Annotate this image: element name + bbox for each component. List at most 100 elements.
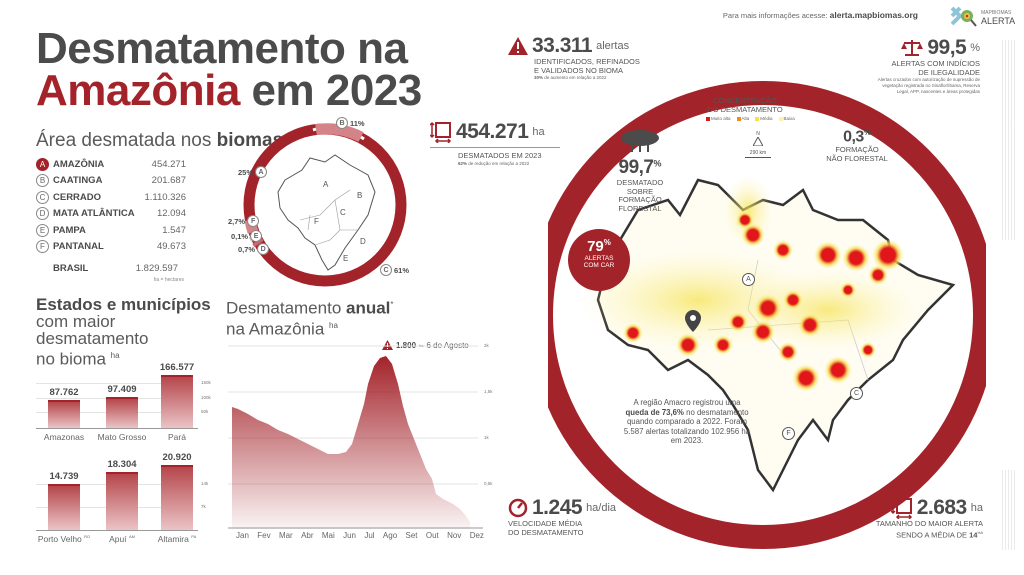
unit: ha xyxy=(110,351,120,360)
speed-stat: 1.245 ha/dia VELOCIDADE MÉDIA DO DESMATA… xyxy=(508,496,616,537)
biome-value: 1.547 xyxy=(162,224,186,236)
bar-amazonas: 87.762 xyxy=(48,360,80,428)
map-legend: Muito alta Alta Média Baixa xyxy=(706,116,795,121)
amacro-note: A região Amacro registrou uma queda de 7… xyxy=(622,398,752,446)
alerts-note-bold: 30% xyxy=(534,75,544,80)
y-tick: 0,5k xyxy=(484,481,493,486)
map-label-c: C xyxy=(850,387,863,400)
states-heading-line: no bioma xyxy=(36,349,106,369)
largest-alert-stat: 2.683 ha TAMANHO DO MAIOR ALERTA SENDO A… xyxy=(858,496,983,540)
pct: 11% xyxy=(350,118,365,128)
forest-caption: DESMATADO xyxy=(616,178,664,187)
letter-badge: A xyxy=(36,157,49,171)
car-unit: % xyxy=(603,238,611,247)
tree-icon xyxy=(621,130,659,152)
letter-badge: C xyxy=(380,264,392,276)
bar-para: 166.577 xyxy=(160,360,194,428)
letter-badge: D xyxy=(36,207,49,221)
nonforest-caption: FORMAÇÃO xyxy=(835,145,879,155)
month-label: Mai xyxy=(321,531,335,540)
month-label: Jan xyxy=(236,531,249,540)
largest-avg-unit: ha xyxy=(977,529,983,535)
biome-value: 201.687 xyxy=(151,175,186,187)
bar-label: Porto Velho RO xyxy=(24,534,104,544)
states-heading-line: desmatamento xyxy=(36,329,149,348)
legend-label: Média xyxy=(760,116,773,121)
illegal-caption: ALERTAS COM INDÍCIOS xyxy=(891,59,981,68)
illegal-value: 99,5 xyxy=(927,36,967,59)
bar xyxy=(106,472,138,530)
bar-value: 14.739 xyxy=(49,471,79,482)
svg-text:D: D xyxy=(360,237,366,246)
legend-item: Alta xyxy=(736,116,749,121)
map-title-line: CONCENTRAÇÃO xyxy=(713,96,777,105)
warning-icon xyxy=(382,340,393,350)
bar-porto-velho: 14.739 xyxy=(48,470,80,530)
brasil-total-row: BRASIL 1.829.597 xyxy=(36,260,186,277)
letter-badge: B xyxy=(36,174,49,188)
svg-text:B: B xyxy=(357,191,362,200)
bar-value: 20.920 xyxy=(162,452,192,463)
scale-label: 290 km xyxy=(749,150,767,156)
alerts-stat: 33.311 alertas IDENTIFICADOS, REFINADOS … xyxy=(508,34,640,80)
month-label: Jul xyxy=(364,531,375,540)
state-abbr: RO xyxy=(84,534,91,540)
total-value: 1.829.597 xyxy=(135,262,178,274)
nonforest-stat: 0,3% FORMAÇÃO NÃO FLORESTAL xyxy=(822,128,892,163)
biome-value: 454.271 xyxy=(151,158,186,170)
biome-row: E PAMPA 1.547 xyxy=(36,222,186,239)
mapbiomas-logo-icon xyxy=(950,6,977,27)
peak-annotation: 1.800 ha 6 de Agosto xyxy=(382,340,469,350)
map-panel xyxy=(529,60,997,560)
annual-heading-light: Desmatamento xyxy=(226,298,346,318)
biome-name: PANTANAL xyxy=(53,241,104,253)
biome-name: AMAZÔNIA xyxy=(53,158,105,170)
alerts-value: 33.311 xyxy=(532,34,593,57)
page-title: Desmatamento na Amazônia em 2023 xyxy=(36,24,422,113)
bar-label: Pará xyxy=(168,432,186,442)
bar-mato-grosso: 97.409 xyxy=(106,360,138,428)
north-label: N xyxy=(756,131,760,137)
biome-name: CAATINGA xyxy=(53,175,103,187)
annual-heading-line2: na Amazônia xyxy=(226,319,325,339)
bar-value: 166.577 xyxy=(159,362,195,373)
states-heading-bold: Estados e municípios xyxy=(36,295,211,314)
pct: 25% xyxy=(238,167,254,177)
more-info: Para mais informações acesse: alerta.map… xyxy=(723,10,918,20)
illegal-caption: DE ILEGALIDADE xyxy=(918,67,980,77)
title-line-1: Desmatamento na xyxy=(36,24,408,73)
letter-badge: A xyxy=(255,166,268,178)
amacro-highlight: queda de 73,6% xyxy=(625,407,684,417)
states-heading-line: com maior xyxy=(36,312,116,331)
info-link[interactable]: alerta.mapbiomas.org xyxy=(829,10,918,20)
annual-area-chart: 2k 1,5k 1k 0,5k xyxy=(228,343,493,529)
peak-date: 6 de Agosto xyxy=(426,340,469,350)
bar-apui: 18.304 xyxy=(106,459,138,530)
divider xyxy=(430,147,560,148)
biome-name: PAMPA xyxy=(53,224,86,236)
x-axis xyxy=(36,428,198,429)
alerts-unit: alertas xyxy=(596,40,630,52)
letter-badge: D xyxy=(257,243,270,255)
pct: 2,7% xyxy=(228,216,246,226)
biome-value: 1.110.326 xyxy=(144,191,186,203)
bar xyxy=(48,484,80,530)
illegal-note: Alertas cruzados com autorização de supr… xyxy=(877,77,980,94)
biome-row: C CERRADO 1.110.326 xyxy=(36,189,186,206)
letter-badge: F xyxy=(247,215,260,227)
biome-row: D MATA ATLÂNTICA 12.094 xyxy=(36,206,186,223)
month-label: Nov xyxy=(447,531,462,540)
biomes-heading: Área desmatada nos biomas ha xyxy=(36,130,298,152)
y-tick: 2k xyxy=(484,343,489,348)
bar-value: 97.409 xyxy=(107,384,137,395)
footnote-mark: * xyxy=(390,300,394,309)
svg-text:A: A xyxy=(323,180,329,189)
car-badge: 79% ALERTAS COM CAR xyxy=(568,229,630,291)
month-label: Jun xyxy=(343,531,356,540)
pct: 0,7% xyxy=(238,244,256,254)
bar-label: Mato Grosso xyxy=(97,432,147,442)
vertical-footnote xyxy=(1000,470,1016,550)
letter-badge: F xyxy=(36,240,49,254)
area-icon xyxy=(890,497,912,519)
area-note: de redução em relação a 2022 xyxy=(467,160,530,166)
